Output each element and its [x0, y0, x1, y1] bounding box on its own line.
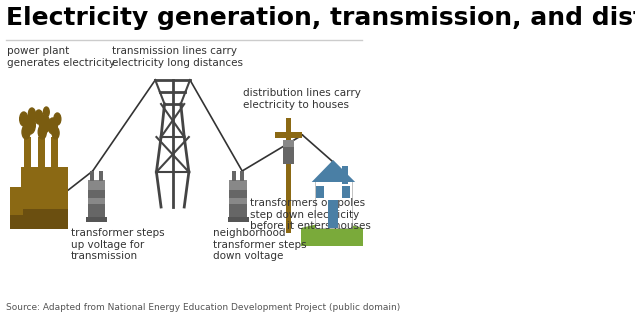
Bar: [51, 137, 58, 169]
Circle shape: [52, 127, 59, 139]
Circle shape: [54, 113, 61, 125]
Text: power plant
generates electricity: power plant generates electricity: [7, 46, 115, 68]
Bar: [342, 186, 350, 198]
Text: transformers on poles
step down electricity
before it enters houses: transformers on poles step down electric…: [250, 198, 371, 231]
Text: Source: Adapted from National Energy Education Development Project (public domai: Source: Adapted from National Energy Edu…: [6, 303, 400, 312]
Bar: [283, 140, 294, 164]
Polygon shape: [301, 228, 363, 246]
Bar: [229, 180, 247, 220]
Bar: [232, 171, 236, 181]
Polygon shape: [312, 160, 355, 182]
Text: Electricity generation, transmission, and distribution: Electricity generation, transmission, an…: [6, 6, 635, 30]
Bar: [316, 186, 324, 198]
Circle shape: [38, 125, 46, 139]
Text: neighborhood
transformer steps
down voltage: neighborhood transformer steps down volt…: [213, 228, 307, 261]
Circle shape: [29, 108, 36, 120]
Text: distribution lines carry
electricity to houses: distribution lines carry electricity to …: [243, 88, 361, 110]
Bar: [228, 217, 248, 222]
Bar: [21, 167, 69, 229]
Bar: [90, 171, 95, 181]
Bar: [38, 137, 45, 169]
Circle shape: [20, 112, 28, 126]
Bar: [10, 215, 23, 229]
Bar: [314, 180, 352, 228]
Bar: [24, 137, 31, 169]
Circle shape: [35, 110, 43, 124]
Bar: [241, 171, 244, 181]
Polygon shape: [301, 223, 363, 246]
Bar: [88, 180, 105, 190]
Text: transformer steps
up voltage for
transmission: transformer steps up voltage for transmi…: [70, 228, 164, 261]
Bar: [10, 187, 23, 229]
Bar: [88, 180, 105, 220]
Circle shape: [48, 118, 57, 134]
Bar: [283, 140, 294, 147]
Bar: [274, 132, 302, 138]
Bar: [342, 166, 347, 184]
Bar: [229, 198, 247, 204]
Bar: [328, 200, 338, 228]
Text: transmission lines carry
electricity long distances: transmission lines carry electricity lon…: [112, 46, 243, 68]
Bar: [88, 198, 105, 204]
Circle shape: [25, 116, 36, 134]
Bar: [286, 118, 291, 233]
Bar: [99, 171, 103, 181]
Bar: [86, 217, 107, 222]
Bar: [229, 180, 247, 190]
Bar: [21, 209, 69, 229]
Circle shape: [39, 115, 50, 133]
Circle shape: [22, 125, 30, 139]
Circle shape: [43, 107, 50, 117]
